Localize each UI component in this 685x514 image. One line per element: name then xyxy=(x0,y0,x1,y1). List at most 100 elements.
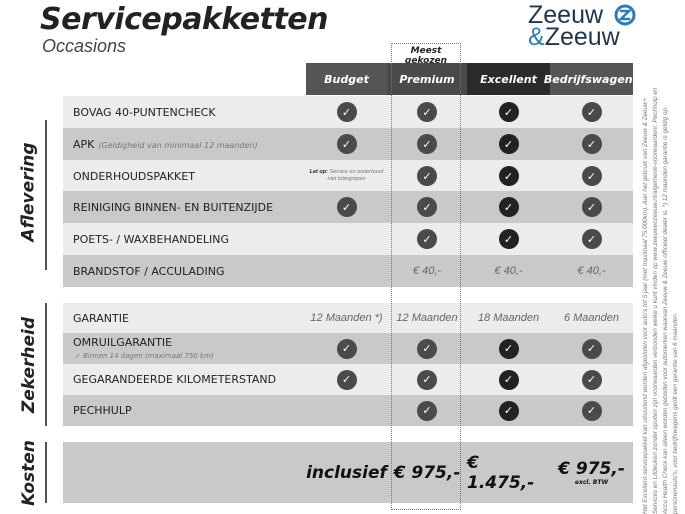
included-cell: ✓ xyxy=(467,364,550,395)
checkmark-icon: ✓ xyxy=(498,338,519,359)
checkmark-icon: ✓ xyxy=(336,369,357,390)
included-cell: ✓ xyxy=(467,128,550,160)
included-cell: ✓ xyxy=(306,128,387,160)
section-label: Aflevering xyxy=(19,141,40,242)
value-cell: € 40,- xyxy=(412,265,442,277)
value-cell: € 40,- xyxy=(577,265,606,277)
included-cell: ✓ xyxy=(467,96,550,128)
checkmark-icon: ✓ xyxy=(498,400,519,421)
zeeuw-logo: Zeeuw &Zeeuw xyxy=(528,1,638,54)
note-text: Service en onderhoud niet inbegrepen xyxy=(327,169,384,182)
included-cell: ✓ xyxy=(387,223,467,255)
checkmark-icon: ✓ xyxy=(417,338,437,359)
row-label: ONDERHOUDSPAKKET xyxy=(73,170,195,183)
included-cell: ✓ xyxy=(550,128,633,160)
section-label: Zekerheid xyxy=(19,316,40,413)
table-row: PECHHULP ✓ ✓ ✓ xyxy=(63,395,633,426)
table-row: OMRUILGARANTIE ✓ Binnen 14 dagen (maximaa… xyxy=(63,333,633,364)
checkmark-icon: ✓ xyxy=(498,369,519,390)
section-aflevering: Aflevering xyxy=(14,96,44,287)
row-label: BRANDSTOF / ACCULADING xyxy=(73,265,224,278)
checkmark-icon: ✓ xyxy=(417,369,437,390)
value-cell: € 40,- xyxy=(494,265,523,277)
included-cell: ✓ xyxy=(550,364,633,395)
checkmark-icon: ✓ xyxy=(417,166,437,186)
row-label: APK (Geldigheid van minimaal 12 maanden) xyxy=(73,138,258,151)
table-row: GARANTIE 12 Maanden *) 12 Maanden 18 Maande… xyxy=(63,303,633,333)
included-cell: ✓ xyxy=(306,364,387,395)
row-label-text: REINIGING BINNEN- EN BUITENZIJDE xyxy=(73,200,274,214)
most-chosen-badge: Meest gekozen xyxy=(404,46,448,66)
price-cell: € 975,- xyxy=(387,442,467,503)
note-bold: Let op: xyxy=(309,169,328,175)
column-header-budget: Budget xyxy=(306,63,387,95)
price-value: € 975,- xyxy=(393,462,461,483)
included-cell: ✓ xyxy=(306,96,387,128)
checkmark-icon: ✓ xyxy=(417,134,437,154)
price-value: € 975,- xyxy=(558,459,625,479)
checkmark-icon: ✓ xyxy=(581,166,602,186)
included-cell: ✓ xyxy=(387,333,467,364)
page-title: Servicepakketten xyxy=(40,2,329,37)
included-cell: ✓ xyxy=(387,191,467,223)
section-divider xyxy=(45,303,47,426)
price-value: € 1.475,- xyxy=(467,452,535,493)
costs-row: inclusief € 975,- € 1.475,- € 975,- excl. BT… xyxy=(63,442,633,503)
checkmark-icon: ✓ xyxy=(581,134,602,154)
checkmark-icon: ✓ xyxy=(417,102,437,122)
included-cell: ✓ xyxy=(550,191,633,223)
page-subtitle: Occasions xyxy=(42,36,127,56)
included-cell: ✓ xyxy=(387,96,467,128)
footnote: Het Excellent-servicepakket kan uitsluit… xyxy=(642,87,679,514)
checkmark-icon: ✓ xyxy=(336,197,357,217)
row-label-text: ONDERHOUDSPAKKET xyxy=(73,169,195,183)
logo-amp: & xyxy=(528,23,545,51)
column-header-premium: Premium xyxy=(387,63,467,95)
checkmark-icon: ✓ xyxy=(498,166,519,186)
budget-note: Let op: Service en onderhoud niet inbegr… xyxy=(306,169,387,183)
logo-line1: Zeeuw xyxy=(528,1,604,29)
included-cell: ✓ xyxy=(306,333,387,364)
column-header-excellent: Excellent xyxy=(467,63,550,95)
note-cell: Let op: Service en onderhoud niet inbegr… xyxy=(306,160,387,192)
section-kosten: Kosten xyxy=(14,440,44,506)
checkmark-icon: ✓ xyxy=(581,102,602,122)
row-label-text: POETS- / WAXBEHANDELING xyxy=(73,232,230,246)
included-cell: ✓ xyxy=(550,223,633,255)
checkmark-icon: ✓ xyxy=(498,102,519,122)
column-header-bedrijfswagens: Bedrijfswagens xyxy=(544,63,639,95)
row-label: REINIGING BINNEN- EN BUITENZIJDE xyxy=(73,201,273,214)
row-label: BOVAG 40-PUNTENCHECK xyxy=(73,106,216,119)
included-cell: ✓ xyxy=(306,191,387,223)
excl-btw: excl. BTW xyxy=(574,479,609,486)
row-label: PECHHULP xyxy=(73,404,132,417)
row-label: GARANTIE xyxy=(73,311,129,325)
checkmark-icon: ✓ xyxy=(417,400,437,421)
table-row: ONDERHOUDSPAKKET Let op: Service en onder… xyxy=(63,160,633,192)
logo-word: Zeeuw xyxy=(544,23,620,51)
section-divider xyxy=(45,120,47,270)
checkmark-icon: ✓ xyxy=(581,338,602,359)
row-label-text: BOVAG 40-PUNTENCHECK xyxy=(73,105,216,119)
checkmark-icon: ✓ xyxy=(581,229,602,249)
checkmark-icon: ✓ xyxy=(336,134,357,154)
logo-line2: &Zeeuw xyxy=(528,23,638,51)
row-note: (Geldigheid van minimaal 12 maanden) xyxy=(98,140,258,150)
z-swoosh-icon xyxy=(614,4,636,26)
section-zekerheid: Zekerheid xyxy=(14,303,44,426)
section-divider xyxy=(45,442,47,503)
included-cell: ✓ xyxy=(467,223,550,255)
value-cell: 6 Maanden xyxy=(563,312,620,324)
included-cell: ✓ xyxy=(467,333,550,364)
included-cell: ✓ xyxy=(467,395,550,426)
checkmark-icon: ✓ xyxy=(417,229,437,249)
included-cell: ✓ xyxy=(550,160,633,192)
included-cell: ✓ xyxy=(550,333,633,364)
price-cell: € 1.475,- xyxy=(467,442,550,503)
table-row: BRANDSTOF / ACCULADING € 40,- € 40,- € 40,- xyxy=(63,255,633,287)
included-cell: ✓ xyxy=(387,160,467,192)
checkmark-icon: ✓ xyxy=(581,369,602,390)
included-cell: ✓ xyxy=(387,395,467,426)
included-cell: ✓ xyxy=(467,160,550,192)
row-label: POETS- / WAXBEHANDELING xyxy=(73,233,229,246)
